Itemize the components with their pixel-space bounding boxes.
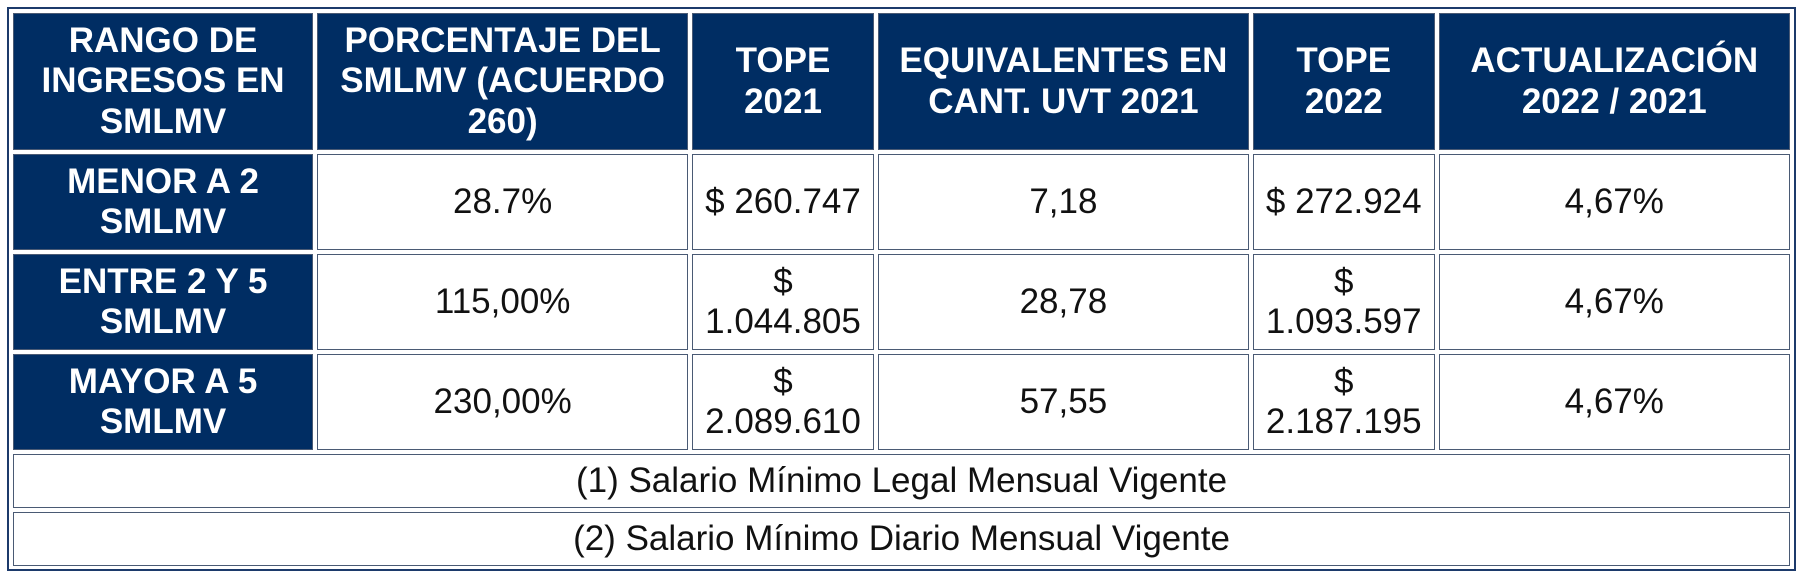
header-uvt-2021: EQUIVALENTES EN CANT. UVT 2021 [877,13,1249,150]
cell-tope-2022: $ 2.187.195 [1252,354,1435,450]
table-row: MAYOR A 5 SMLMV 230,00% $ 2.089.610 57,5… [13,354,1790,450]
header-tope-2022: TOPE 2022 [1252,13,1435,150]
cell-tope-2021: $ 260.747 [692,154,874,250]
cell-update: 4,67% [1438,254,1790,350]
cell-tope-2022: $ 272.924 [1252,154,1435,250]
header-range: RANGO DE INGRESOS EN SMLMV [13,13,314,150]
cell-percentage: 115,00% [317,254,689,350]
footnote-row: (1) Salario Mínimo Legal Mensual Vigente [13,454,1790,508]
row-range-label: ENTRE 2 Y 5 SMLMV [13,254,314,350]
income-range-table: RANGO DE INGRESOS EN SMLMV PORCENTAJE DE… [9,9,1794,570]
cell-tope-2022: $ 1.093.597 [1252,254,1435,350]
cell-uvt-2021: 28,78 [877,254,1249,350]
table-row: MENOR A 2 SMLMV 28.7% $ 260.747 7,18 $ 2… [13,154,1790,250]
cell-update: 4,67% [1438,354,1790,450]
row-range-label: MENOR A 2 SMLMV [13,154,314,250]
header-update: ACTUALIZACIÓN 2022 / 2021 [1438,13,1790,150]
cell-tope-2021: $ 1.044.805 [692,254,874,350]
table-row: ENTRE 2 Y 5 SMLMV 115,00% $ 1.044.805 28… [13,254,1790,350]
cell-uvt-2021: 57,55 [877,354,1249,450]
row-range-label: MAYOR A 5 SMLMV [13,354,314,450]
footnote-row: (2) Salario Mínimo Diario Mensual Vigent… [13,512,1790,566]
cell-tope-2021: $ 2.089.610 [692,354,874,450]
footnote-smlmv: (1) Salario Mínimo Legal Mensual Vigente [13,454,1790,508]
cell-uvt-2021: 7,18 [877,154,1249,250]
footnote-smdlv: (2) Salario Mínimo Diario Mensual Vigent… [13,512,1790,566]
cell-percentage: 230,00% [317,354,689,450]
income-range-table-container: RANGO DE INGRESOS EN SMLMV PORCENTAJE DE… [7,7,1796,571]
table-header-row: RANGO DE INGRESOS EN SMLMV PORCENTAJE DE… [13,13,1790,150]
header-tope-2021: TOPE 2021 [692,13,874,150]
cell-update: 4,67% [1438,154,1790,250]
cell-percentage: 28.7% [317,154,689,250]
header-percentage: PORCENTAJE DEL SMLMV (ACUERDO 260) [317,13,689,150]
